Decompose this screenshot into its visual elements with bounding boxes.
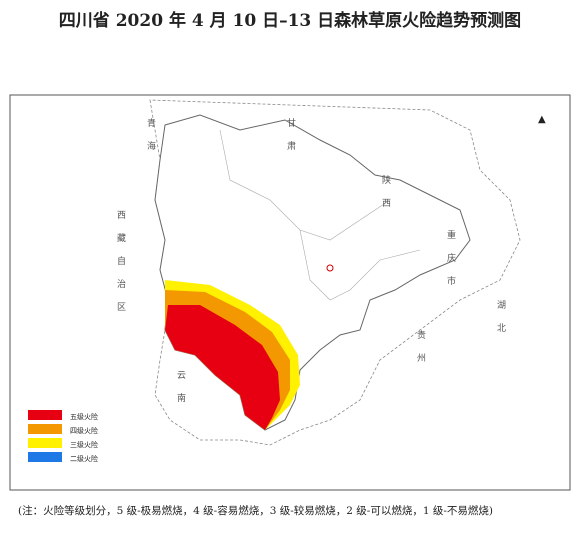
region-label: 湖北	[495, 300, 506, 346]
legend-label: 三级火险	[70, 440, 98, 449]
region-label: 西藏自治区	[115, 210, 126, 325]
legend-swatch	[28, 410, 62, 420]
region-label: 贵州	[415, 329, 426, 376]
fire-zone	[165, 305, 280, 430]
prefecture-boundaries	[299, 229, 421, 301]
legend-label: 二级火险	[70, 454, 98, 463]
north-arrow: ▲	[538, 114, 546, 125]
legend-swatch	[28, 424, 62, 434]
legend-label: 四级火险	[70, 426, 98, 435]
legend-swatch	[28, 438, 62, 448]
legend-label: 五级火险	[70, 412, 98, 421]
capital-marker	[326, 264, 334, 272]
title: 四川省 2020 年 4 月 10 日–13 日森林草原火险趋势预测图	[59, 10, 521, 31]
region-label: 云南	[175, 370, 186, 416]
region-label: 甘肃	[285, 117, 296, 164]
note: (注：火险等级划分，5 级-极易燃烧，4 级-容易燃烧，3 级-较易燃烧，2 级…	[18, 504, 493, 517]
region-label: 重庆市	[445, 229, 456, 299]
region-label: 陕西	[380, 174, 391, 221]
legend-swatch	[28, 452, 62, 462]
region-label: 青海	[145, 117, 156, 164]
